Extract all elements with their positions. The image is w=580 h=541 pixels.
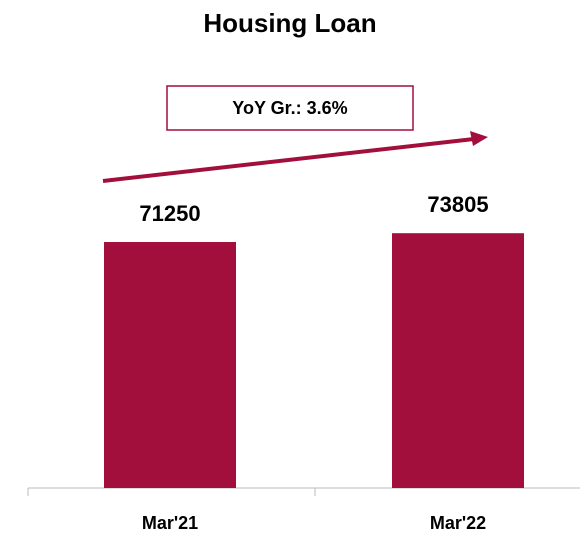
annotation-box xyxy=(166,85,414,131)
x-tick-label: Mar'21 xyxy=(142,513,198,533)
annotation: YoY Gr.: 3.6% xyxy=(232,98,347,118)
bar xyxy=(392,233,524,488)
trend-arrow xyxy=(102,137,475,183)
chart-title: Housing Loan xyxy=(203,8,376,38)
bar xyxy=(104,242,236,488)
arrow-head xyxy=(470,131,488,146)
data-label: 71250 xyxy=(139,201,200,226)
x-tick-label: Mar'22 xyxy=(430,513,486,533)
data-label: 73805 xyxy=(427,192,488,217)
